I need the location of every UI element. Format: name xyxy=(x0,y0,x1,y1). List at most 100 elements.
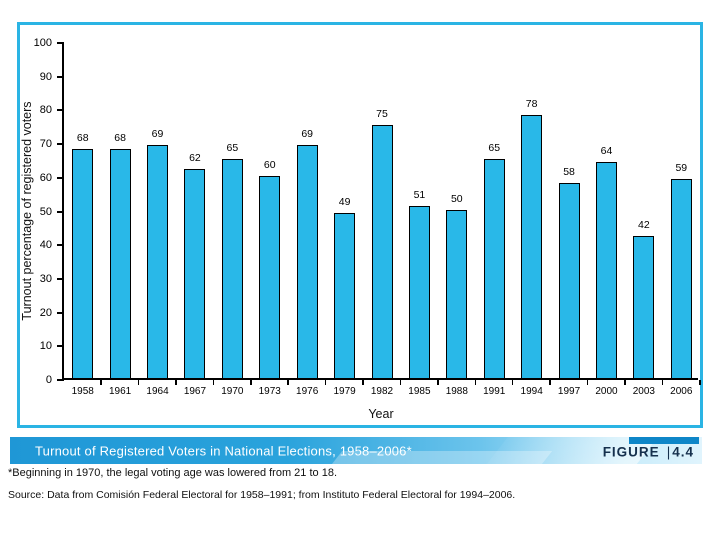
x-axis-tick xyxy=(250,380,252,385)
bar-value-label: 60 xyxy=(263,158,276,171)
bar xyxy=(558,182,580,378)
x-axis-category-label: 2000 xyxy=(595,386,618,397)
chart-panel: Turnout percentage of registered voters … xyxy=(17,22,703,428)
y-axis-tick xyxy=(57,176,64,179)
y-axis-tick-label: 100 xyxy=(33,37,52,49)
x-axis-category-label: 1970 xyxy=(221,386,244,397)
bar-value-label: 51 xyxy=(413,189,426,202)
x-axis-tick xyxy=(100,380,102,385)
bar xyxy=(371,125,393,378)
x-axis-category-label: 1976 xyxy=(296,386,319,397)
bar xyxy=(147,145,169,378)
y-axis-tick xyxy=(57,379,64,381)
x-axis-category-label: 1964 xyxy=(146,386,169,397)
bar xyxy=(408,206,430,378)
y-axis-tick xyxy=(57,42,64,44)
x-axis-tick xyxy=(549,380,551,385)
bar xyxy=(595,162,617,378)
figure-number-tag: FIGURE |4.4 xyxy=(603,445,694,460)
bar-value-label: 49 xyxy=(338,195,351,208)
x-axis-tick xyxy=(175,380,177,385)
x-axis-tick xyxy=(661,380,664,385)
figure-separator: | xyxy=(666,444,672,460)
bar xyxy=(334,212,356,378)
y-axis-tick xyxy=(57,345,64,348)
bar xyxy=(259,175,281,378)
footnote-text: *Beginning in 1970, the legal voting age… xyxy=(8,467,337,479)
x-axis-category-label: 1958 xyxy=(71,386,94,397)
y-axis-tick-label: 80 xyxy=(39,104,52,117)
y-axis-tick-label: 10 xyxy=(39,340,52,353)
x-axis-category-label: 1982 xyxy=(370,386,394,397)
x-axis-tick xyxy=(324,380,327,385)
caption-band: Turnout of Registered Voters in National… xyxy=(10,437,702,464)
x-axis-tick xyxy=(699,380,701,385)
bar xyxy=(521,115,543,378)
bar xyxy=(633,236,655,378)
y-axis-tick-label: 50 xyxy=(39,205,52,218)
bar-value-label: 75 xyxy=(376,108,388,121)
figure-caption-title: Turnout of Registered Voters in National… xyxy=(35,443,412,458)
x-axis-category-label: 1979 xyxy=(333,386,356,397)
x-axis-category-label: 1988 xyxy=(445,386,468,397)
x-axis-category-label: 2006 xyxy=(670,386,693,397)
bar-value-label: 78 xyxy=(525,98,538,111)
x-axis-tick xyxy=(399,380,402,385)
x-axis-tick xyxy=(137,380,140,385)
x-axis-tick xyxy=(437,380,439,385)
x-axis-category-label: 1961 xyxy=(108,386,132,397)
x-axis-category-label: 1997 xyxy=(557,386,581,397)
bar xyxy=(446,209,468,378)
x-axis-category-label: 1967 xyxy=(183,386,207,397)
y-axis-tick-label: 90 xyxy=(39,70,52,83)
bar-value-label: 64 xyxy=(600,145,613,158)
x-axis-tick xyxy=(624,380,626,385)
bar xyxy=(109,148,131,378)
bar xyxy=(72,148,94,378)
bar-value-label: 68 xyxy=(114,131,126,144)
bar-value-label: 62 xyxy=(189,152,201,165)
bar-value-label: 68 xyxy=(76,131,89,144)
x-axis-title: Year xyxy=(368,407,394,421)
y-axis-tick xyxy=(57,277,64,280)
x-axis-tick xyxy=(511,380,514,385)
x-axis-category-label: 1994 xyxy=(520,386,543,397)
x-axis-tick xyxy=(287,380,289,385)
bar-value-label: 69 xyxy=(301,128,314,141)
bar-value-label: 58 xyxy=(563,165,575,178)
band-top-strip xyxy=(629,437,699,444)
x-axis-category-label: 1991 xyxy=(483,386,506,397)
x-axis-category-label: 1985 xyxy=(408,386,431,397)
bar-value-label: 65 xyxy=(488,141,501,154)
x-axis-category-label: 2003 xyxy=(632,386,655,397)
x-axis-tick xyxy=(212,380,215,385)
figure-word: FIGURE xyxy=(602,444,660,460)
y-axis-tick xyxy=(57,210,64,213)
bar xyxy=(670,179,692,378)
bar-value-label: 42 xyxy=(638,219,650,232)
y-axis-tick xyxy=(57,244,64,247)
y-axis-tick xyxy=(57,311,64,314)
bar xyxy=(221,158,243,378)
plot-area: Turnout percentage of registered voters … xyxy=(20,37,701,421)
y-axis-tick-label: 0 xyxy=(45,374,52,386)
bar-value-label: 50 xyxy=(450,192,463,205)
x-axis-tick xyxy=(474,380,477,385)
bar-value-label: 69 xyxy=(151,128,164,141)
y-axis-tick-label: 60 xyxy=(39,171,52,184)
x-axis-tick xyxy=(362,380,364,385)
bar xyxy=(296,145,318,378)
bar xyxy=(184,169,206,378)
y-axis-tick-label: 70 xyxy=(39,138,52,151)
y-axis-tick-label: 40 xyxy=(39,239,52,252)
bar-value-label: 59 xyxy=(675,162,688,175)
bar xyxy=(483,158,505,378)
y-axis-tick xyxy=(57,75,64,78)
x-axis-tick xyxy=(586,380,589,385)
y-axis-tick xyxy=(57,109,64,112)
source-text: Source: Data from Comisión Federal Elect… xyxy=(8,489,516,501)
x-axis-category-label: 1973 xyxy=(258,386,281,397)
y-axis-tick-label: 20 xyxy=(39,306,52,319)
y-axis-tick-label: 30 xyxy=(39,272,52,285)
